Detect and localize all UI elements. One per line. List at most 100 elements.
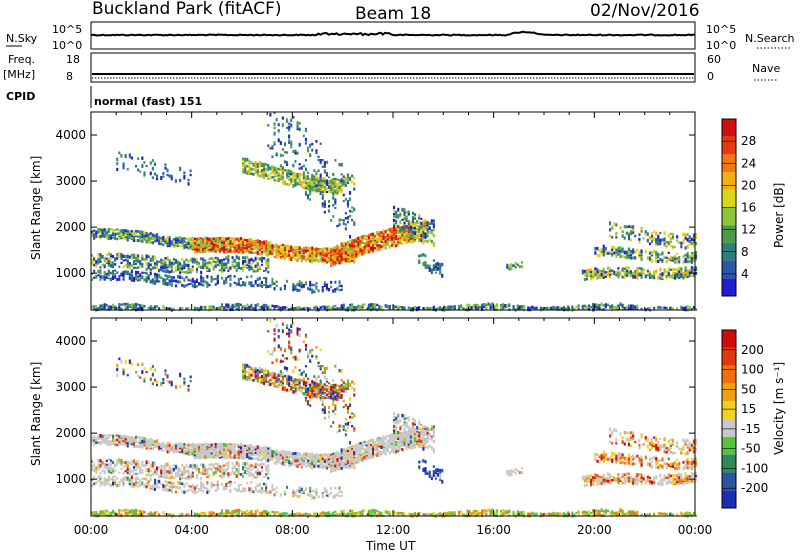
power-cell (653, 249, 656, 254)
power-cell (283, 180, 286, 183)
power-cell (334, 257, 337, 262)
power-cell (193, 241, 196, 245)
power-cell (252, 251, 255, 255)
power-cell (279, 153, 282, 157)
power-cell (202, 238, 205, 242)
velocity-cell (405, 445, 408, 448)
power-cell (319, 179, 322, 183)
power-cell (191, 245, 194, 249)
power-cell (101, 254, 104, 259)
nsky-lo-tick: 10^0 (52, 39, 82, 52)
power-cell (344, 176, 347, 181)
power-cell (558, 306, 561, 309)
power-cell (667, 274, 670, 278)
velocity-cell (181, 445, 184, 449)
velocity-cell (202, 469, 205, 473)
power-cell (332, 307, 335, 311)
power-cell (149, 161, 152, 165)
velocity-cell (174, 443, 177, 448)
power-cell (336, 187, 339, 191)
velocity-cell (231, 455, 234, 459)
power-cell (565, 307, 568, 312)
velocity-cell (407, 432, 410, 436)
velocity-cell (409, 442, 412, 446)
power-cell (271, 278, 274, 282)
power-cell (613, 305, 616, 309)
power-cell (265, 267, 268, 272)
power-cell (172, 244, 175, 248)
power-cell (116, 157, 119, 162)
velocity-cell (323, 453, 326, 457)
power-cell (619, 252, 622, 256)
power-cell (237, 256, 240, 260)
velocity-cell (223, 454, 226, 458)
velocity-cell (235, 453, 238, 458)
nsky-strip-frame (90, 21, 696, 50)
velocity-cell (319, 457, 322, 462)
power-cell (418, 306, 421, 310)
velocity-cell (233, 465, 236, 468)
power-cell (309, 280, 312, 285)
power-cell (592, 274, 595, 278)
power-cell (646, 307, 649, 310)
power-cell (141, 164, 144, 168)
power-cell (323, 283, 326, 287)
velocity-cell (122, 465, 125, 468)
power-cell (223, 258, 226, 261)
power-cell (223, 268, 226, 272)
velocity-cell (304, 452, 307, 456)
power-cell (678, 260, 681, 264)
velocity-cell (334, 466, 337, 470)
power-cell (397, 234, 400, 238)
velocity-cell (332, 469, 335, 472)
power-cell (648, 306, 651, 310)
power-cell (141, 233, 144, 238)
power-cell (437, 307, 440, 310)
power-cell (210, 247, 213, 252)
power-cell (424, 228, 427, 231)
velocity-cell (424, 425, 427, 429)
velocity-cell (258, 451, 261, 456)
power-cell (206, 239, 209, 242)
power-cell (619, 226, 622, 230)
velocity-cell (156, 481, 159, 485)
power-cell (353, 253, 356, 258)
power-cell (99, 266, 102, 269)
power-cell (151, 306, 154, 311)
power-cell (346, 199, 349, 204)
power-cell (351, 256, 354, 259)
power-cell (239, 303, 242, 307)
power-cell (183, 271, 186, 274)
power-cell (187, 178, 190, 182)
power-cell (646, 256, 649, 260)
power-cell (208, 268, 211, 271)
velocity-cell (149, 441, 152, 444)
power-cell (105, 237, 108, 240)
power-cell (147, 278, 150, 281)
velocity-cell (145, 438, 148, 441)
velocity-cell (424, 430, 427, 433)
velocity-cell (183, 472, 186, 476)
power-cell (611, 226, 614, 230)
power-cell (151, 241, 154, 245)
velocity-cell (237, 450, 240, 454)
power-cell (99, 269, 102, 272)
power-cell (395, 220, 398, 224)
station-title: Buckland Park (fitACF) (92, 0, 282, 19)
power-cell (279, 174, 282, 177)
power-cell (330, 252, 333, 255)
velocity-cell (128, 481, 131, 485)
power-cell (166, 264, 169, 267)
power-cell (682, 260, 685, 265)
velocity-cell (242, 475, 245, 478)
power-cell (585, 274, 588, 278)
power-cell (132, 232, 135, 236)
velocity-cell (248, 474, 251, 478)
power-cell (315, 254, 318, 258)
power-cell (195, 248, 198, 252)
power-cell (103, 273, 106, 277)
power-cell (625, 255, 628, 259)
power-cell (246, 240, 249, 244)
velocity-cell (112, 467, 115, 470)
power-cell (334, 206, 337, 209)
